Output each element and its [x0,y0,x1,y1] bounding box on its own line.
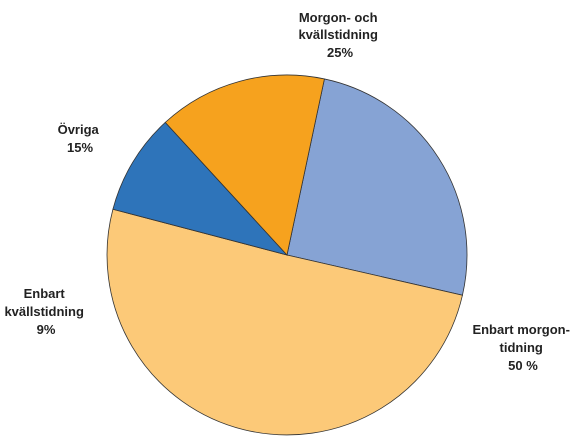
pie-labels: Morgon- och kvällstidning 25% Enbart mor… [4,10,573,373]
pie-slices [106,74,468,436]
slice-ovriga [164,74,325,256]
label-enbart-morgontidning: Enbart morgon- tidning 50 % [472,322,573,373]
slice-morgon-och-kvallstidning [286,78,468,296]
slice-enbart-kvallstidning [112,121,289,256]
label-morgon-och-kvallstidning: Morgon- och kvällstidning 25% [298,10,381,60]
label-ovriga: Övriga 15% [58,122,103,155]
slice-enbart-morgontidning [106,208,463,436]
label-enbart-kvallstidning: Enbart kvällstidning 9% [4,286,87,337]
